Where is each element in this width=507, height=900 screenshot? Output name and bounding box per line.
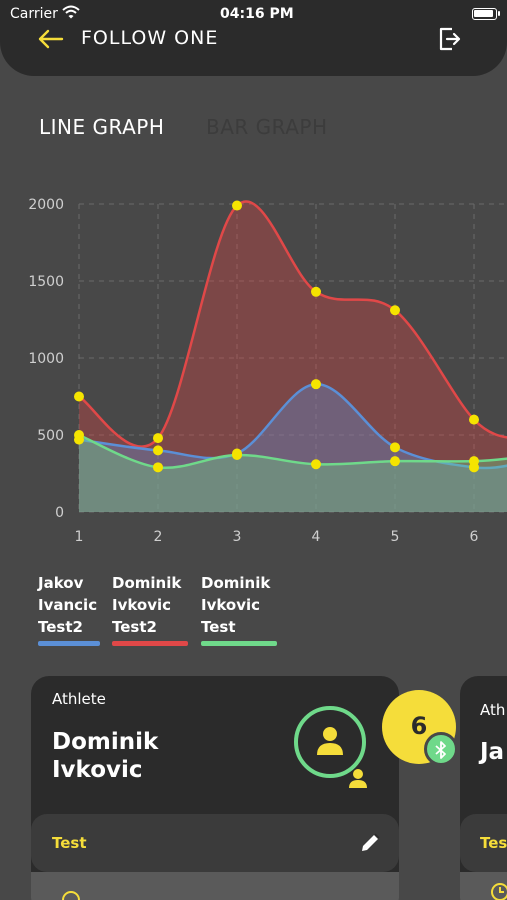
y-tick-label: 1000: [28, 351, 64, 367]
card-footer: [460, 872, 507, 900]
athlete-role: Athlete: [52, 690, 106, 708]
clock-icon: [491, 883, 507, 900]
athlete-card-2[interactable]: Ath Ja Tes: [460, 676, 507, 900]
test-label: Test: [52, 834, 87, 852]
data-point: [469, 414, 479, 425]
data-point: [390, 456, 400, 467]
data-point: [153, 445, 163, 456]
data-point: [311, 379, 321, 390]
series-area: [79, 201, 507, 512]
legend-item-jakov-ivancic-test2: Jakov Ivancic Test2: [38, 572, 100, 646]
user-small-icon: [349, 769, 367, 788]
y-tick-label: 1500: [28, 274, 64, 290]
x-tick-label: 5: [391, 529, 400, 545]
page-title: FOLLOW ONE: [81, 27, 219, 49]
athlete-name: Ja: [480, 739, 505, 765]
avatar[interactable]: [294, 706, 366, 778]
athlete-role: Ath: [480, 701, 506, 719]
legend-item-dominik-ivkovic-test2: Dominik Ivkovic Test2: [112, 572, 188, 646]
legend-label: Dominik Ivkovic Test: [201, 574, 271, 636]
data-point: [232, 450, 242, 461]
legend-item-dominik-ivkovic-test: Dominik Ivkovic Test: [201, 572, 277, 646]
data-point: [469, 456, 479, 467]
clock-icon: [62, 891, 80, 900]
x-tick-label: 3: [233, 529, 242, 545]
user-icon: [317, 727, 343, 755]
x-tick-label: 6: [470, 529, 479, 545]
battery-icon: [472, 8, 500, 20]
x-tick-label: 2: [154, 529, 163, 545]
status-time: 04:16 PM: [220, 6, 294, 22]
edit-button[interactable]: [359, 832, 381, 858]
data-point: [153, 433, 163, 444]
legend-swatch: [112, 641, 188, 646]
legend-swatch: [38, 641, 100, 646]
wifi-icon: [62, 5, 80, 19]
data-point: [232, 200, 242, 211]
card-footer: [31, 872, 399, 900]
header-bar: FOLLOW ONE: [0, 0, 507, 76]
data-point: [74, 391, 84, 402]
arrow-left-icon: [38, 29, 64, 49]
data-point: [153, 462, 163, 473]
line-chart: 0 500 1000 1500 2000 1 2 3 4 5 6: [28, 197, 507, 545]
x-tick-label: 4: [312, 529, 321, 545]
athlete-card[interactable]: Athlete Dominik Ivkovic Test: [31, 676, 399, 900]
logout-button[interactable]: [438, 26, 462, 52]
data-point: [311, 459, 321, 470]
series-area: [79, 435, 507, 512]
y-tick-label: 500: [37, 428, 64, 444]
tab-bar-graph[interactable]: BAR GRAPH: [206, 115, 328, 139]
data-point: [390, 305, 400, 316]
back-button[interactable]: [36, 26, 64, 52]
legend-label: Jakov Ivancic Test2: [38, 574, 98, 636]
data-point: [74, 430, 84, 440]
pencil-icon: [362, 833, 380, 851]
bluetooth-icon[interactable]: [424, 732, 458, 766]
legend-swatch: [201, 641, 277, 646]
carrier-label: Carrier: [10, 6, 58, 22]
logout-icon: [439, 27, 461, 51]
series-area: [79, 384, 507, 512]
test-label: Tes: [480, 834, 507, 852]
x-tick-label: 1: [75, 529, 84, 545]
athlete-name: Dominik Ivkovic: [52, 729, 159, 783]
test-row[interactable]: Test: [31, 814, 399, 872]
test-row[interactable]: Tes: [460, 814, 507, 872]
data-point: [390, 442, 400, 453]
legend-label: Dominik Ivkovic Test2: [112, 574, 182, 636]
bluetooth-glyph-icon: [435, 741, 446, 759]
y-tick-label: 2000: [28, 197, 64, 213]
status-bar: Carrier 04:16 PM: [0, 0, 507, 28]
y-tick-label: 0: [55, 505, 64, 521]
data-point: [311, 286, 321, 297]
tab-line-graph[interactable]: LINE GRAPH: [39, 115, 165, 139]
